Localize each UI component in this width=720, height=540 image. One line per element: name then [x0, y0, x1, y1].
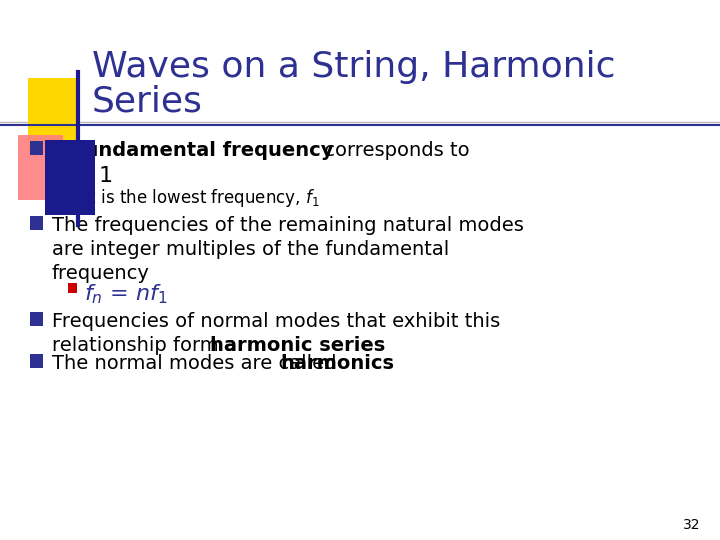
Text: It is the lowest frequency, $\it{f}_1$: It is the lowest frequency, $\it{f}_1$: [84, 187, 320, 209]
Bar: [30, 216, 43, 230]
Text: harmonic series: harmonic series: [210, 336, 385, 355]
Text: Waves on a String, Harmonic: Waves on a String, Harmonic: [92, 50, 616, 84]
Text: The frequencies of the remaining natural modes: The frequencies of the remaining natural…: [52, 216, 524, 235]
Bar: [30, 354, 43, 368]
Text: relationship form a: relationship form a: [52, 336, 243, 355]
Text: 32: 32: [683, 518, 700, 532]
Bar: [28, 78, 80, 150]
Text: The: The: [52, 141, 94, 160]
Bar: [18, 135, 63, 200]
Text: are integer multiples of the fundamental: are integer multiples of the fundamental: [52, 240, 449, 259]
Bar: [30, 312, 43, 326]
Text: Frequencies of normal modes that exhibit this: Frequencies of normal modes that exhibit…: [52, 312, 500, 331]
Text: frequency: frequency: [52, 264, 150, 283]
Text: $\it{f}_n$ = n$\it{f}_1$: $\it{f}_n$ = n$\it{f}_1$: [84, 282, 168, 306]
Bar: [68, 187, 77, 197]
Text: fundamental frequency: fundamental frequency: [76, 141, 333, 160]
Bar: [45, 140, 95, 215]
Text: harmonics: harmonics: [280, 354, 394, 373]
Text: $\it{n}$ = 1: $\it{n}$ = 1: [52, 166, 113, 186]
Text: Series: Series: [92, 85, 203, 119]
Bar: [30, 141, 43, 155]
Text: corresponds to: corresponds to: [318, 141, 469, 160]
Text: The normal modes are called: The normal modes are called: [52, 354, 343, 373]
Bar: [68, 283, 77, 293]
